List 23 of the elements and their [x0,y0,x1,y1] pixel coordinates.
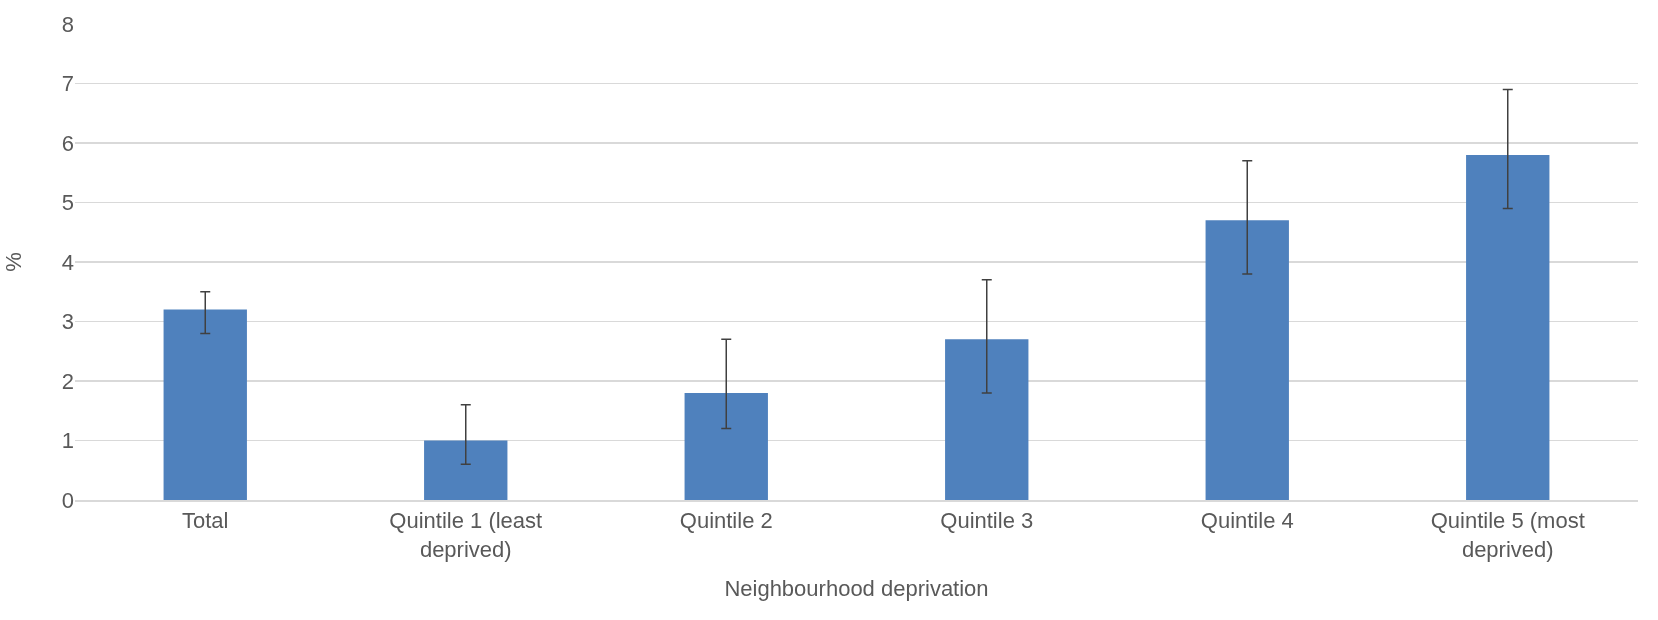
x-tick-label: Quintile 5 (most deprived) [1430,507,1585,562]
y-tick-label: 3 [61,309,74,335]
bar [945,339,1029,500]
x-axis-title: Neighbourhood deprivation [724,576,989,602]
x-tick-label: Quintile 4 [1200,507,1294,533]
y-tick-label: 1 [61,428,74,454]
y-tick-label: 5 [61,190,74,216]
bar [424,440,508,500]
y-tick-label: 2 [61,368,74,394]
bar [1466,154,1550,500]
x-tick-label: Quintile 1 (least deprived) [389,507,543,562]
bar [684,392,768,500]
y-axis-title: % [1,252,26,272]
y-tick-label: 8 [61,11,74,37]
bar [1205,220,1289,500]
y-tick-label: 4 [61,249,74,275]
x-tick-label: Quintile 3 [940,507,1034,533]
x-tick-label: Quintile 2 [679,507,773,533]
y-tick-label: 0 [61,487,74,513]
y-tick-label: 7 [61,71,74,97]
x-tick-label: Total [182,507,229,533]
bar [163,309,247,500]
y-tick-label: 6 [61,130,74,156]
